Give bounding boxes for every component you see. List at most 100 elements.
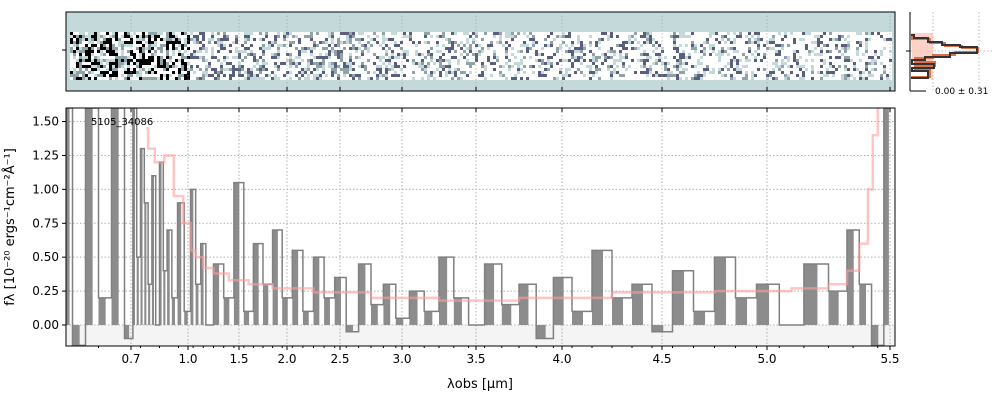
2d-pixel: [112, 38, 115, 41]
2d-pixel: [466, 35, 469, 38]
2d-pixel: [145, 53, 148, 56]
2d-pixel: [148, 59, 151, 62]
2d-pixel: [454, 53, 457, 56]
2d-pixel: [472, 74, 475, 77]
2d-pixel: [73, 41, 76, 44]
2d-pixel: [262, 56, 265, 59]
2d-pixel: [703, 56, 706, 59]
2d-pixel: [163, 53, 166, 56]
2d-pixel: [793, 56, 796, 59]
2d-pixel: [397, 50, 400, 53]
data-bar: [111, 108, 119, 325]
2d-pixel: [148, 47, 151, 50]
2d-pixel: [178, 32, 181, 35]
2d-pixel: [712, 74, 715, 77]
2d-pixel: [541, 59, 544, 62]
2d-pixel: [835, 74, 838, 77]
2d-pixel: [181, 44, 184, 47]
2d-pixel: [199, 59, 202, 62]
2d-pixel: [283, 53, 286, 56]
2d-pixel: [874, 71, 877, 74]
2d-pixel: [880, 41, 883, 44]
2d-pixel: [265, 44, 268, 47]
2d-pixel: [448, 77, 451, 80]
2d-pixel: [79, 77, 82, 80]
2d-pixel: [463, 59, 466, 62]
2d-pixel: [127, 62, 130, 65]
2d-pixel: [256, 35, 259, 38]
2d-pixel: [352, 62, 355, 65]
2d-pixel: [676, 74, 679, 77]
2d-pixel: [832, 68, 835, 71]
2d-pixel: [682, 71, 685, 74]
2d-pixel: [769, 53, 772, 56]
2d-pixel: [838, 44, 841, 47]
2d-pixel: [118, 47, 121, 50]
2d-pixel: [712, 56, 715, 59]
2d-pixel: [91, 50, 94, 53]
2d-pixel: [109, 50, 112, 53]
2d-pixel: [550, 74, 553, 77]
2d-pixel: [811, 74, 814, 77]
2d-pixel: [394, 77, 397, 80]
2d-pixel: [574, 65, 577, 68]
2d-pixel: [679, 47, 682, 50]
2d-pixel: [562, 38, 565, 41]
2d-pixel: [352, 53, 355, 56]
2d-pixel: [739, 50, 742, 53]
2d-pixel: [454, 77, 457, 80]
2d-pixel: [643, 38, 646, 41]
2d-pixel: [562, 62, 565, 65]
2d-pixel: [637, 71, 640, 74]
2d-pixel: [115, 59, 118, 62]
2d-pixel: [655, 32, 658, 35]
2d-pixel: [694, 56, 697, 59]
2d-pixel: [802, 35, 805, 38]
2d-pixel: [592, 68, 595, 71]
2d-pixel: [664, 44, 667, 47]
2d-pixel: [409, 38, 412, 41]
2d-pixel: [538, 35, 541, 38]
2d-pixel: [757, 56, 760, 59]
2d-pixel: [847, 53, 850, 56]
2d-pixel: [142, 47, 145, 50]
2d-pixel: [304, 56, 307, 59]
2d-pixel: [526, 68, 529, 71]
2d-pixel: [868, 47, 871, 50]
2d-pixel: [853, 41, 856, 44]
2d-pixel: [595, 50, 598, 53]
2d-pixel: [613, 77, 616, 80]
2d-pixel: [283, 56, 286, 59]
2d-pixel: [208, 65, 211, 68]
2d-pixel: [679, 59, 682, 62]
2d-pixel: [481, 71, 484, 74]
2d-pixel: [739, 35, 742, 38]
2d-pixel: [628, 32, 631, 35]
2d-pixel: [214, 74, 217, 77]
2d-pixel: [208, 32, 211, 35]
2d-pixel: [817, 38, 820, 41]
2d-pixel: [862, 38, 865, 41]
2d-pixel: [352, 41, 355, 44]
x-tick-label: 2.0: [277, 352, 296, 366]
2d-pixel: [742, 74, 745, 77]
2d-pixel: [274, 62, 277, 65]
2d-pixel: [274, 47, 277, 50]
2d-pixel: [136, 35, 139, 38]
2d-pixel: [301, 74, 304, 77]
2d-pixel: [73, 53, 76, 56]
2d-pixel: [658, 59, 661, 62]
2d-pixel: [517, 56, 520, 59]
data-bar: [632, 284, 643, 325]
2d-pixel: [121, 59, 124, 62]
2d-pixel: [520, 38, 523, 41]
2d-pixel: [784, 65, 787, 68]
2d-pixel: [238, 44, 241, 47]
2d-pixel: [472, 56, 475, 59]
2d-pixel: [445, 47, 448, 50]
2d-pixel: [763, 62, 766, 65]
2d-pixel: [736, 62, 739, 65]
2d-pixel: [700, 47, 703, 50]
2d-pixel: [700, 74, 703, 77]
2d-pixel: [847, 65, 850, 68]
